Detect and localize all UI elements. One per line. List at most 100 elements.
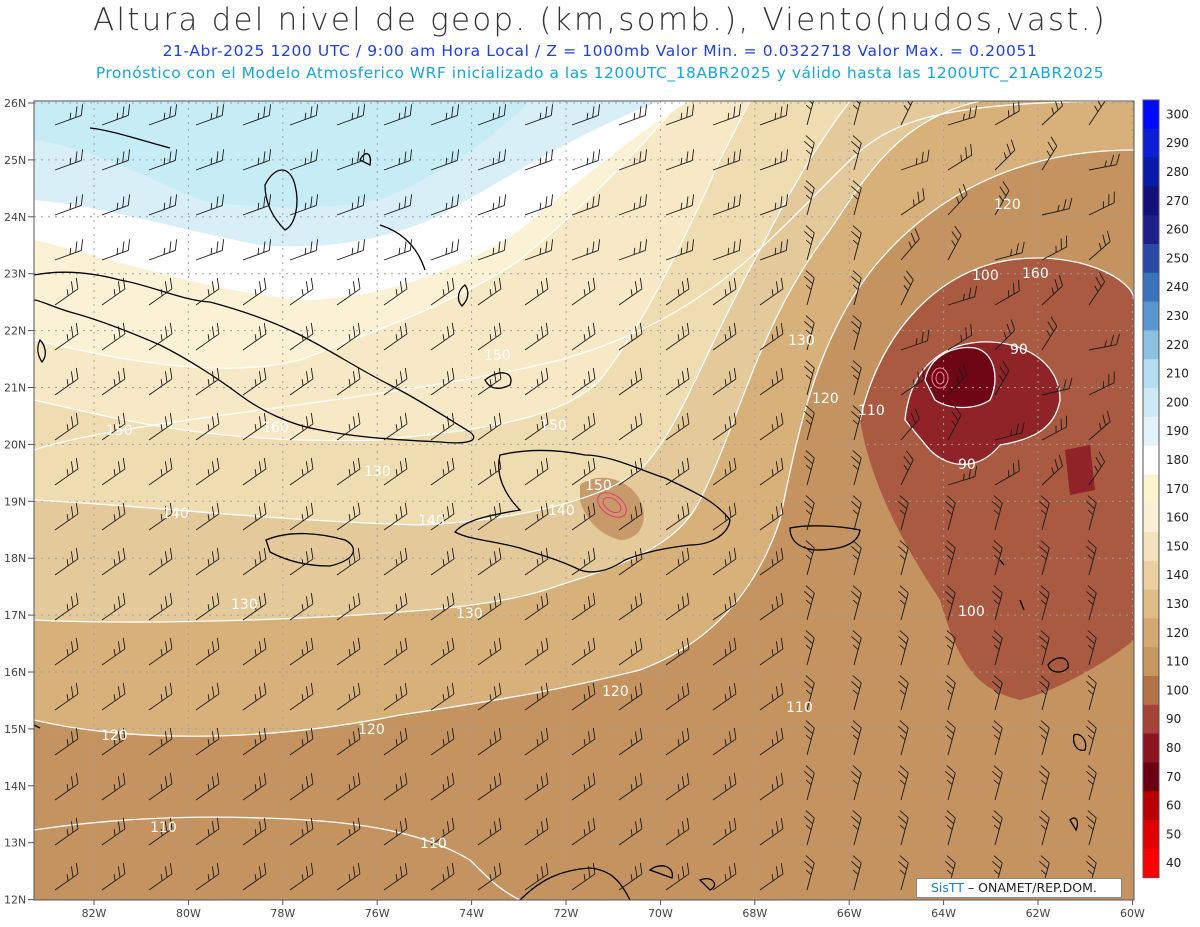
- colorbar-swatch: [1143, 244, 1159, 274]
- contour-label: 150: [484, 348, 511, 364]
- wind-barb: [665, 637, 690, 666]
- wind-barb: [804, 360, 815, 396]
- wind-barb: [1041, 455, 1063, 486]
- colorbar-label: 210: [1166, 367, 1189, 381]
- wind-barb: [524, 502, 549, 531]
- wind-barb: [195, 637, 220, 666]
- credit-text: – ONAMET/REP.DOM.: [963, 880, 1097, 895]
- wind-barb: [1086, 810, 1097, 846]
- wind-barb: [148, 502, 173, 531]
- wind-barb: [712, 817, 737, 846]
- wind-barb: [945, 765, 956, 801]
- wind-barb: [289, 682, 314, 711]
- colorbar: 300 290 280 270 260 250 240 230 220 210 200 190 180 1…: [1142, 99, 1189, 879]
- wind-barb: [947, 105, 978, 126]
- wind-barb: [1039, 495, 1050, 531]
- wind-barb: [195, 547, 220, 576]
- wind-barb: [242, 862, 267, 891]
- wind-barb: [430, 682, 455, 711]
- wind-barb: [242, 239, 272, 261]
- lat-tick-label: 18N: [4, 552, 26, 565]
- wind-barb: [900, 188, 925, 216]
- wind-barb: [759, 412, 784, 441]
- colorbar-swatch: [1143, 676, 1159, 706]
- wind-barb: [195, 457, 220, 486]
- wind-barb: [1041, 101, 1063, 126]
- wind-barb: [430, 194, 460, 216]
- wind-barb: [289, 502, 314, 531]
- contour-label: 140: [418, 513, 445, 529]
- wind-barb: [148, 367, 173, 396]
- wind-barb: [571, 682, 596, 711]
- contour-label: 120: [602, 684, 629, 700]
- wind-barb: [242, 367, 267, 396]
- wind-barb: [101, 322, 126, 351]
- wind-barb: [336, 682, 361, 711]
- contour-label: 110: [786, 700, 813, 716]
- wind-barb: [571, 637, 596, 666]
- wind-barb: [994, 279, 1020, 306]
- colorbar-label: 170: [1166, 482, 1189, 496]
- wind-barb: [524, 862, 549, 891]
- wind-barb: [54, 682, 79, 711]
- wind-barb: [571, 104, 601, 126]
- wind-barb: [336, 592, 361, 621]
- wind-barb: [851, 315, 862, 351]
- wind-barb: [804, 585, 815, 621]
- lon-tick-label: 60W: [1120, 907, 1145, 920]
- wind-barb: [195, 862, 220, 891]
- wind-barb: [1039, 540, 1050, 576]
- wind-barb: [947, 183, 968, 216]
- shaded-field: [34, 101, 1134, 900]
- wind-barb: [1088, 101, 1106, 126]
- wind-barb: [1088, 230, 1111, 261]
- wind-barb: [101, 502, 126, 531]
- wind-barb: [101, 277, 126, 306]
- colorbar-label: 190: [1166, 424, 1189, 438]
- wind-barb: [195, 592, 220, 621]
- wind-barb: [242, 727, 267, 756]
- wind-barb: [804, 495, 815, 531]
- wind-barb: [336, 637, 361, 666]
- wind-barb: [851, 810, 862, 846]
- wind-barb: [900, 228, 920, 261]
- wind-barb: [101, 547, 126, 576]
- wind-barb: [947, 285, 978, 306]
- wind-barb: [477, 817, 502, 846]
- wind-barb: [992, 495, 1003, 531]
- wind-barb: [242, 194, 272, 216]
- wind-barb: [898, 720, 909, 756]
- wind-barb: [759, 547, 784, 576]
- wind-barb: [242, 457, 267, 486]
- wind-barb: [383, 457, 408, 486]
- wind-barb: [524, 637, 549, 666]
- wind-barb: [242, 772, 267, 801]
- contour-label: 100: [972, 268, 999, 284]
- wind-barb: [524, 367, 549, 396]
- wind-barb: [851, 675, 862, 711]
- wind-barb: [618, 502, 643, 531]
- wind-barb: [54, 277, 79, 306]
- wind-barb: [1039, 855, 1050, 891]
- colorbar-swatch: [1143, 503, 1159, 533]
- wind-barb: [148, 194, 178, 216]
- wind-barb: [804, 225, 815, 261]
- wind-barb: [242, 149, 272, 171]
- wind-barb: [712, 322, 737, 351]
- lat-tick-label: 16N: [4, 666, 26, 679]
- wind-barb: [851, 630, 862, 666]
- wind-barb: [712, 239, 742, 261]
- wind-barb: [992, 855, 1003, 891]
- wind-barb: [430, 547, 455, 576]
- wind-barb: [477, 547, 502, 576]
- wind-barb: [148, 239, 178, 261]
- wind-barb: [383, 412, 408, 441]
- wind-barb: [477, 592, 502, 621]
- contour-label: 110: [858, 403, 885, 419]
- wind-barb: [804, 405, 815, 441]
- wind-barb: [851, 180, 862, 216]
- wind-barb: [945, 855, 956, 891]
- wind-barb: [851, 765, 862, 801]
- wind-barb: [712, 277, 737, 306]
- wind-barb: [851, 720, 862, 756]
